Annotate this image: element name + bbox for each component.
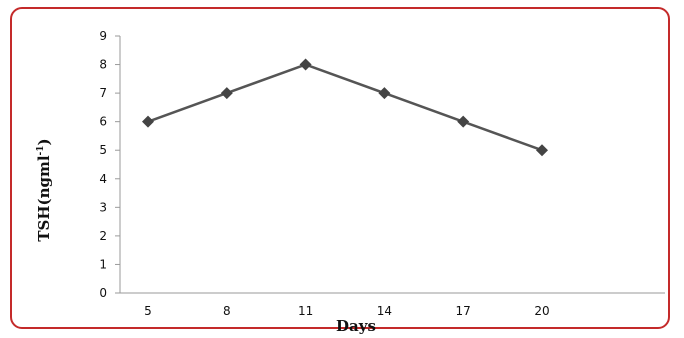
y-tick-label: 9 — [99, 29, 107, 43]
y-axis-title: TSH(ngml-1) — [35, 138, 53, 241]
x-tick-label: 14 — [377, 304, 392, 318]
y-axis-title-suffix: ) — [35, 138, 53, 145]
y-tick-label: 6 — [99, 115, 107, 129]
y-axis-ticks: 0 1 2 3 4 5 6 7 8 9 — [99, 29, 120, 300]
y-tick-label: 3 — [99, 200, 107, 214]
y-tick-label: 1 — [99, 257, 107, 271]
x-tick-label: 11 — [298, 304, 313, 318]
y-tick-label: 8 — [99, 58, 107, 72]
data-point-marker — [457, 115, 470, 128]
y-tick-label: 4 — [99, 172, 107, 186]
y-tick-label: 2 — [99, 229, 107, 243]
x-axis-ticks: 5 8 11 14 17 20 — [144, 304, 549, 318]
series-markers — [142, 58, 548, 157]
series-line — [147, 63, 543, 152]
y-axis-title-superscript: -1 — [36, 145, 46, 155]
x-tick-label: 5 — [144, 304, 152, 318]
data-point-marker — [142, 115, 154, 128]
x-axis-title: Days — [336, 317, 376, 335]
y-tick-label: 0 — [99, 286, 107, 300]
data-point-marker — [220, 87, 233, 100]
x-tick-label: 20 — [534, 304, 549, 318]
x-tick-label: 8 — [223, 304, 231, 318]
y-tick-label: 7 — [99, 86, 107, 100]
data-point-marker — [536, 144, 548, 157]
x-tick-label: 17 — [456, 304, 471, 318]
y-axis-title-main: TSH(ngml — [35, 155, 53, 242]
y-tick-label: 5 — [99, 143, 107, 157]
data-point-marker — [378, 87, 391, 100]
data-point-marker — [299, 58, 312, 71]
